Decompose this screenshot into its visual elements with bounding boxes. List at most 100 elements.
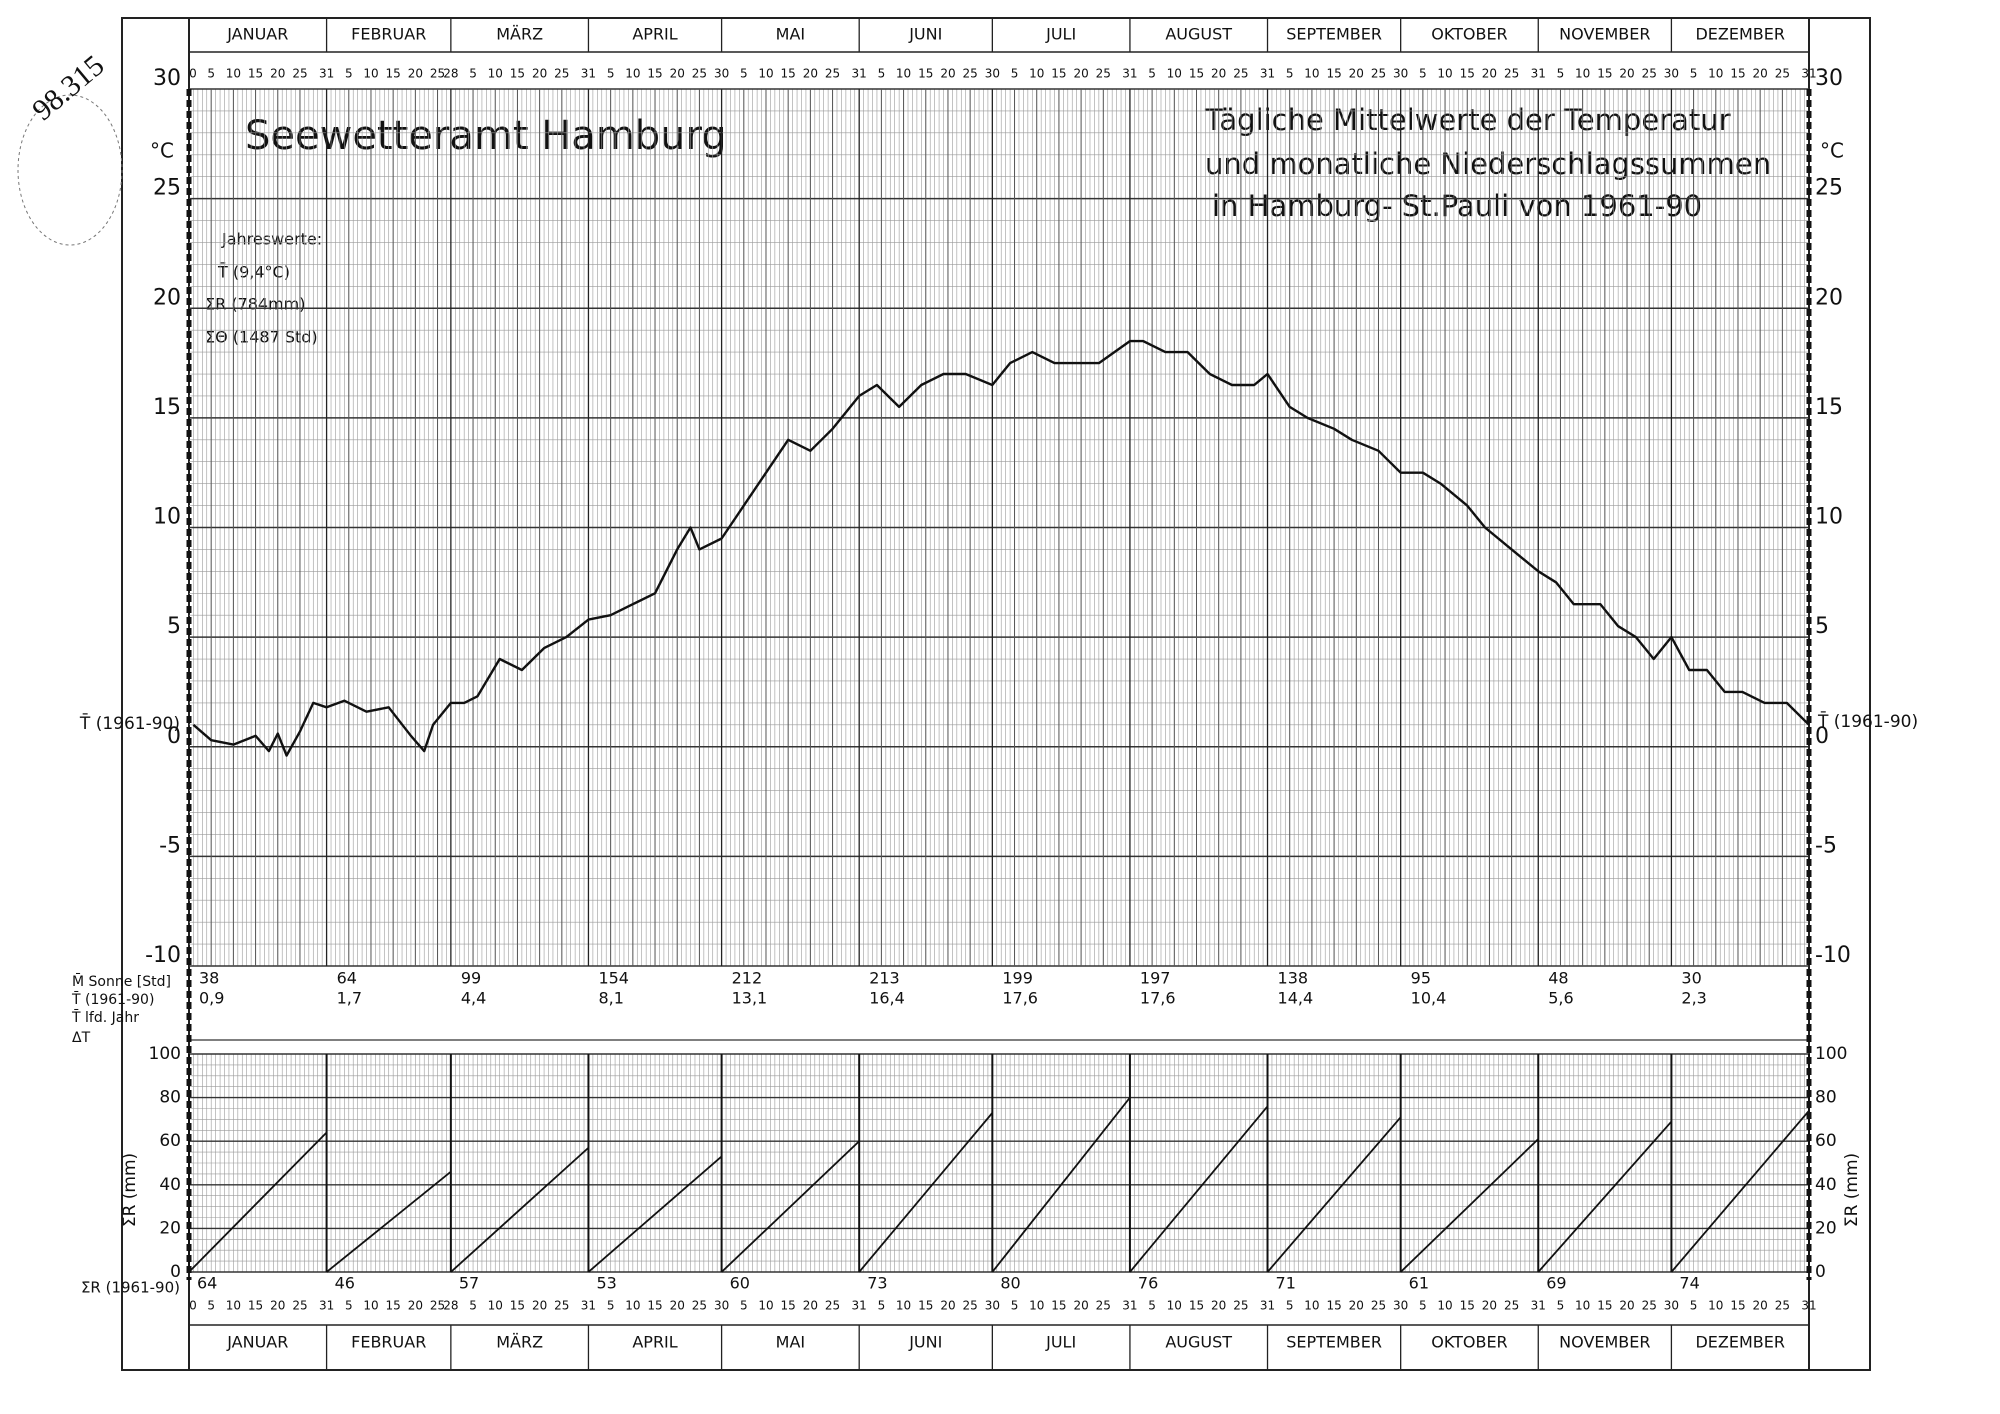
day-tick-label: 31 bbox=[581, 1299, 596, 1313]
day-tick-label: 20 bbox=[1073, 67, 1088, 81]
y-tick-label: 10 bbox=[1815, 505, 1843, 530]
day-tick-label: 5 bbox=[345, 67, 353, 81]
day-tick-label: 31 bbox=[1122, 67, 1137, 81]
temperature-line bbox=[192, 339, 1810, 757]
precip-axis-label: ΣR (mm) bbox=[1842, 1153, 1862, 1227]
sunshine-value: 212 bbox=[732, 969, 763, 988]
day-tick-label: 10 bbox=[1708, 1299, 1723, 1313]
day-tick-label: 10 bbox=[758, 67, 773, 81]
day-tick-label: 10 bbox=[1167, 67, 1182, 81]
precip-value: 57 bbox=[459, 1274, 479, 1293]
unit-label: °C bbox=[150, 139, 174, 163]
day-tick-label: 25 bbox=[1642, 67, 1657, 81]
monthly-temp-value: 16,4 bbox=[869, 989, 905, 1008]
row-label: T̄ lfd. Jahr bbox=[71, 1008, 139, 1026]
precip-row-label: Σ̄R (1961-90) bbox=[81, 1279, 180, 1297]
day-tick-label: 25 bbox=[1233, 67, 1248, 81]
precip-value: 46 bbox=[335, 1274, 355, 1293]
day-tick-label: 20 bbox=[1482, 1299, 1497, 1313]
day-tick-label: 25 bbox=[292, 1299, 307, 1313]
month-label: FEBRUAR bbox=[351, 1333, 426, 1352]
monthly-temp-value: 10,4 bbox=[1411, 989, 1447, 1008]
day-tick-label: 20 bbox=[670, 67, 685, 81]
day-tick-label: 15 bbox=[1189, 1299, 1204, 1313]
day-tick-label: 31 bbox=[1260, 1299, 1275, 1313]
stamp bbox=[17, 94, 123, 246]
precip-value: 74 bbox=[1679, 1274, 1699, 1293]
day-tick-label: 15 bbox=[1051, 67, 1066, 81]
y-tick-label: 30 bbox=[1815, 66, 1843, 91]
day-tick-label: 10 bbox=[896, 67, 911, 81]
day-tick-label: 5 bbox=[740, 1299, 748, 1313]
day-tick-label: 10 bbox=[1575, 67, 1590, 81]
mean-label: T̄ (1961-90) bbox=[1817, 710, 1918, 732]
day-tick-label: 25 bbox=[1233, 1299, 1248, 1313]
month-label: MAI bbox=[776, 1333, 805, 1352]
day-tick-label: 30 bbox=[985, 67, 1000, 81]
monthly-temp-value: 0,9 bbox=[199, 989, 224, 1008]
day-tick-label: 20 bbox=[532, 67, 547, 81]
sunshine-value: 199 bbox=[1002, 969, 1033, 988]
y-tick-label: 20 bbox=[1815, 285, 1843, 310]
y-tick-label: 5 bbox=[167, 614, 181, 639]
day-tick-label: 20 bbox=[270, 1299, 285, 1313]
month-label: NOVEMBER bbox=[1559, 1333, 1650, 1352]
sunshine-value: 48 bbox=[1548, 969, 1568, 988]
subtitle: in Hamburg- St.Pauli von 1961-90 bbox=[1212, 189, 1702, 223]
day-tick-label: 15 bbox=[781, 67, 796, 81]
y-tick-label: -10 bbox=[145, 943, 181, 968]
precip-line bbox=[1537, 1120, 1673, 1273]
day-tick-label: 5 bbox=[1557, 67, 1565, 81]
day-tick-label: 5 bbox=[1419, 67, 1427, 81]
day-tick-label: 5 bbox=[1557, 1299, 1565, 1313]
y-tick-label: 60 bbox=[159, 1131, 181, 1151]
day-tick-label: 30 bbox=[1664, 1299, 1679, 1313]
y-tick-label: 80 bbox=[159, 1088, 181, 1108]
sunshine-value: 154 bbox=[598, 969, 629, 988]
sunshine-value: 213 bbox=[869, 969, 900, 988]
day-tick-label: 20 bbox=[532, 1299, 547, 1313]
stamp-text: 98.315 bbox=[26, 49, 110, 127]
day-tick-label: 10 bbox=[1437, 67, 1452, 81]
day-tick-label: 15 bbox=[1597, 1299, 1612, 1313]
day-tick-label: 5 bbox=[1690, 67, 1698, 81]
monthly-temp-value: 8,1 bbox=[598, 989, 623, 1008]
day-tick-label: 15 bbox=[1730, 67, 1745, 81]
day-tick-label: 10 bbox=[896, 1299, 911, 1313]
monthly-temp-value: 2,3 bbox=[1681, 989, 1706, 1008]
precip-line bbox=[1400, 1138, 1539, 1273]
monthly-temp-value: 14,4 bbox=[1278, 989, 1314, 1008]
day-tick-label: 25 bbox=[1642, 1299, 1657, 1313]
day-tick-label: 31 bbox=[581, 67, 596, 81]
monthly-temp-value: 13,1 bbox=[732, 989, 768, 1008]
day-tick-label: 10 bbox=[1029, 1299, 1044, 1313]
sunshine-value: 95 bbox=[1411, 969, 1431, 988]
day-tick-label: 25 bbox=[554, 1299, 569, 1313]
day-tick-label: 20 bbox=[670, 1299, 685, 1313]
day-tick-label: 5 bbox=[345, 1299, 353, 1313]
subtitle: und monatliche Niederschlagssummen bbox=[1205, 147, 1771, 181]
day-tick-label: 25 bbox=[963, 1299, 978, 1313]
month-label: AUGUST bbox=[1165, 25, 1232, 44]
day-tick-label: 31 bbox=[1801, 67, 1816, 81]
monthly-temp-value: 17,6 bbox=[1140, 989, 1176, 1008]
frame bbox=[121, 17, 1871, 1371]
y-tick-label: -5 bbox=[1815, 833, 1837, 858]
y-tick-label: 100 bbox=[1815, 1044, 1847, 1064]
day-tick-label: 25 bbox=[1775, 67, 1790, 81]
day-tick-label: 30 bbox=[1664, 67, 1679, 81]
monthly-temp-value: 4,4 bbox=[461, 989, 486, 1008]
precip-value: 60 bbox=[730, 1274, 750, 1293]
day-tick-label: 30 bbox=[1393, 67, 1408, 81]
day-tick-label: 15 bbox=[1051, 1299, 1066, 1313]
day-tick-label: 28 bbox=[443, 1299, 458, 1313]
month-label: SEPTEMBER bbox=[1286, 25, 1382, 44]
day-tick-label: 5 bbox=[878, 67, 886, 81]
day-tick-label: 10 bbox=[1304, 67, 1319, 81]
day-tick-label: 15 bbox=[510, 67, 525, 81]
day-tick-label: 5 bbox=[1011, 67, 1019, 81]
precip-line bbox=[858, 1112, 994, 1273]
month-label: JUNI bbox=[908, 25, 942, 44]
day-tick-label: 31 bbox=[1260, 67, 1275, 81]
day-tick-label: 5 bbox=[740, 67, 748, 81]
